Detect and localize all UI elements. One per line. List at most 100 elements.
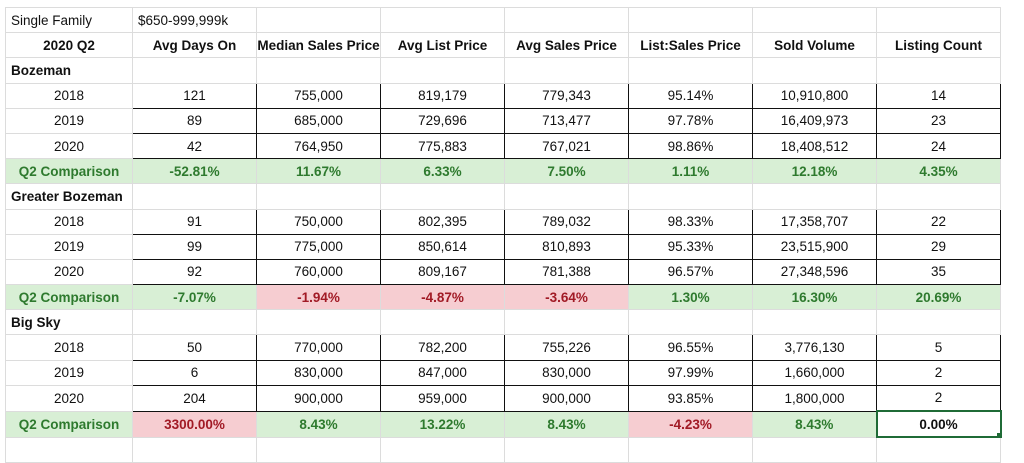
data-cell[interactable]: 17,358,707 xyxy=(752,208,877,235)
empty-cell[interactable] xyxy=(5,436,133,463)
empty-cell[interactable] xyxy=(628,436,753,463)
region-name-cell[interactable]: Bozeman xyxy=(5,57,133,84)
data-cell[interactable]: 3,776,130 xyxy=(752,334,877,361)
data-cell[interactable]: 775,883 xyxy=(380,132,505,160)
data-cell[interactable]: 96.57% xyxy=(628,258,753,286)
empty-cell[interactable] xyxy=(256,6,381,34)
data-cell[interactable]: 16,409,973 xyxy=(752,107,877,134)
comparison-cell[interactable]: -4.87% xyxy=(380,284,505,311)
price-range-cell[interactable]: $650-999,999k xyxy=(132,6,257,34)
empty-cell[interactable] xyxy=(504,309,629,336)
empty-cell[interactable] xyxy=(752,183,877,210)
empty-cell[interactable] xyxy=(628,57,753,84)
data-cell[interactable]: 781,388 xyxy=(504,258,629,286)
column-header[interactable]: Median Sales Price xyxy=(256,32,381,59)
comparison-cell[interactable]: 11.67% xyxy=(256,158,381,185)
data-cell[interactable]: 27,348,596 xyxy=(752,258,877,286)
data-cell[interactable]: 1,800,000 xyxy=(752,384,877,412)
data-cell[interactable]: 35 xyxy=(876,258,1001,286)
empty-cell[interactable] xyxy=(132,183,257,210)
data-cell[interactable]: 830,000 xyxy=(504,359,629,386)
data-cell[interactable]: 2 xyxy=(876,359,1001,386)
empty-cell[interactable] xyxy=(132,436,257,463)
data-cell[interactable]: 204 xyxy=(132,384,257,412)
data-cell[interactable]: 42 xyxy=(132,132,257,160)
empty-cell[interactable] xyxy=(628,6,753,34)
data-cell[interactable]: 6 xyxy=(132,359,257,386)
empty-cell[interactable] xyxy=(628,309,753,336)
data-cell[interactable]: 767,021 xyxy=(504,132,629,160)
data-cell[interactable]: 14 xyxy=(876,82,1001,109)
data-cell[interactable]: 95.33% xyxy=(628,233,753,260)
column-header[interactable]: Sold Volume xyxy=(752,32,877,59)
data-cell[interactable]: 97.99% xyxy=(628,359,753,386)
comparison-cell[interactable]: 20.69% xyxy=(876,284,1001,311)
data-cell[interactable]: 789,032 xyxy=(504,208,629,235)
empty-cell[interactable] xyxy=(752,436,877,463)
year-cell[interactable]: 2018 xyxy=(5,82,133,109)
data-cell[interactable]: 802,395 xyxy=(380,208,505,235)
data-cell[interactable]: 847,000 xyxy=(380,359,505,386)
comparison-cell[interactable]: -3.64% xyxy=(504,284,629,311)
comparison-cell[interactable]: 1.30% xyxy=(628,284,753,311)
title-cell[interactable]: Single Family xyxy=(5,6,133,34)
selected-comparison-cell[interactable]: 0.00% xyxy=(875,409,1002,439)
data-cell[interactable]: 764,950 xyxy=(256,132,381,160)
data-cell[interactable]: 5 xyxy=(876,334,1001,361)
data-cell[interactable]: 50 xyxy=(132,334,257,361)
comparison-cell[interactable]: 8.43% xyxy=(752,410,877,438)
data-cell[interactable]: 685,000 xyxy=(256,107,381,134)
year-cell[interactable]: 2018 xyxy=(5,334,133,361)
empty-cell[interactable] xyxy=(876,309,1001,336)
data-cell[interactable]: 99 xyxy=(132,233,257,260)
comparison-cell[interactable]: -1.94% xyxy=(256,284,381,311)
data-cell[interactable]: 29 xyxy=(876,233,1001,260)
data-cell[interactable]: 97.78% xyxy=(628,107,753,134)
data-cell[interactable]: 819,179 xyxy=(380,82,505,109)
column-header[interactable]: Avg List Price xyxy=(380,32,505,59)
data-cell[interactable]: 89 xyxy=(132,107,257,134)
year-cell[interactable]: 2019 xyxy=(5,359,133,386)
comparison-cell[interactable]: 13.22% xyxy=(380,410,505,438)
data-cell[interactable]: 10,910,800 xyxy=(752,82,877,109)
empty-cell[interactable] xyxy=(256,183,381,210)
empty-cell[interactable] xyxy=(380,436,505,463)
comparison-cell[interactable]: 8.43% xyxy=(504,410,629,438)
empty-cell[interactable] xyxy=(380,309,505,336)
region-name-cell[interactable]: Greater Bozeman xyxy=(5,183,133,210)
column-header[interactable]: Avg Days On xyxy=(132,32,257,59)
comparison-cell[interactable]: -52.81% xyxy=(132,158,257,185)
empty-cell[interactable] xyxy=(752,309,877,336)
header-label-cell[interactable]: 2020 Q2 xyxy=(5,32,133,59)
data-cell[interactable]: 96.55% xyxy=(628,334,753,361)
empty-cell[interactable] xyxy=(504,436,629,463)
empty-cell[interactable] xyxy=(380,57,505,84)
comparison-cell[interactable]: 6.33% xyxy=(380,158,505,185)
comparison-cell[interactable]: -4.23% xyxy=(628,410,753,438)
data-cell[interactable]: 98.86% xyxy=(628,132,753,160)
comparison-cell[interactable]: 3300.00% xyxy=(132,410,257,438)
data-cell[interactable]: 770,000 xyxy=(256,334,381,361)
comparison-cell[interactable]: -7.07% xyxy=(132,284,257,311)
data-cell[interactable]: 22 xyxy=(876,208,1001,235)
year-cell[interactable]: 2019 xyxy=(5,233,133,260)
data-cell[interactable]: 92 xyxy=(132,258,257,286)
empty-cell[interactable] xyxy=(256,57,381,84)
comparison-label-cell[interactable]: Q2 Comparison xyxy=(5,284,133,311)
fill-handle[interactable] xyxy=(995,432,999,436)
data-cell[interactable]: 900,000 xyxy=(256,384,381,412)
year-cell[interactable]: 2019 xyxy=(5,107,133,134)
data-cell[interactable]: 850,614 xyxy=(380,233,505,260)
empty-cell[interactable] xyxy=(380,6,505,34)
year-cell[interactable]: 2020 xyxy=(5,132,133,160)
empty-cell[interactable] xyxy=(876,183,1001,210)
empty-cell[interactable] xyxy=(752,57,877,84)
comparison-cell[interactable]: 7.50% xyxy=(504,158,629,185)
empty-cell[interactable] xyxy=(504,6,629,34)
empty-cell[interactable] xyxy=(132,309,257,336)
year-cell[interactable]: 2020 xyxy=(5,258,133,286)
data-cell[interactable]: 23 xyxy=(876,107,1001,134)
data-cell[interactable]: 830,000 xyxy=(256,359,381,386)
empty-cell[interactable] xyxy=(628,183,753,210)
empty-cell[interactable] xyxy=(256,309,381,336)
